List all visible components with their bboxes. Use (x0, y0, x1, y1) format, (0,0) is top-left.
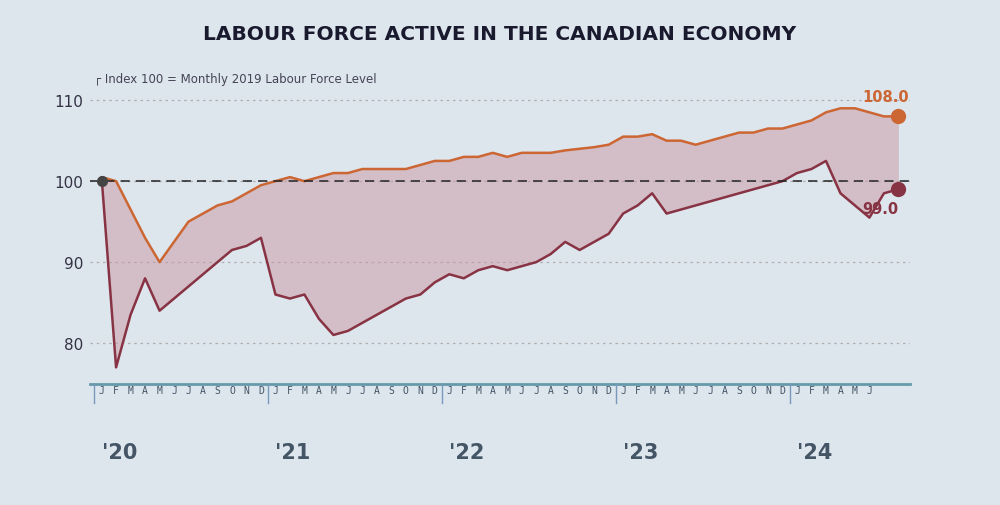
Text: '22: '22 (449, 442, 485, 462)
Text: 108.0: 108.0 (862, 90, 909, 105)
Text: '23: '23 (623, 442, 659, 462)
Text: LABOUR FORCE ACTIVE IN THE CANADIAN ECONOMY: LABOUR FORCE ACTIVE IN THE CANADIAN ECON… (203, 25, 797, 44)
Text: '20: '20 (102, 442, 137, 462)
Text: '21: '21 (275, 442, 311, 462)
Text: '24: '24 (797, 442, 832, 462)
Text: ┌ Index 100 = Monthly 2019 Labour Force Level: ┌ Index 100 = Monthly 2019 Labour Force … (94, 73, 377, 86)
Text: 99.0: 99.0 (862, 201, 898, 217)
